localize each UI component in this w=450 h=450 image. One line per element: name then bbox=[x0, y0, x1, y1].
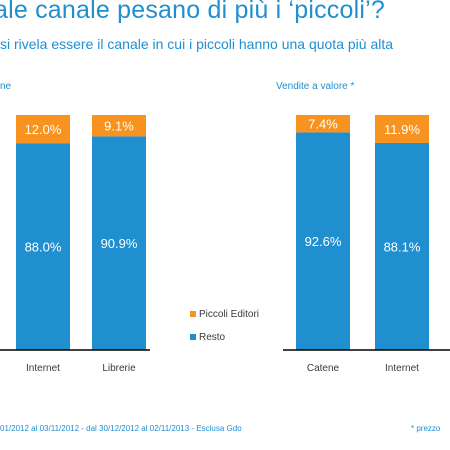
left-bar-internet-resto bbox=[16, 143, 70, 350]
left-panel-bars: 88.0% 12.0% Internet 90.9% 9.1% Librerie bbox=[16, 115, 146, 374]
left-data-label-internet-piccoli-editori: 12.0% bbox=[25, 122, 62, 137]
footnote-price: * prezzo bbox=[411, 424, 441, 433]
right-panel-label: Vendite a valore * bbox=[276, 81, 355, 92]
left-bar-librerie-piccoli-editori bbox=[92, 115, 146, 137]
page-subtitle: si rivela essere il canale in cui i picc… bbox=[0, 36, 394, 52]
right-data-label-internet-piccoli-editori: 11.9% bbox=[384, 122, 420, 137]
right-bar-internet-resto bbox=[375, 142, 429, 350]
right-bar-catene-piccoli-editori bbox=[296, 115, 350, 133]
left-bar-librerie-resto bbox=[92, 136, 146, 350]
right-panel-bars: 92.6% 7.4% Catene 88.1% 11.9% Internet bbox=[296, 115, 429, 374]
right-bar-catene-resto bbox=[296, 132, 350, 350]
left-data-label-internet-resto: 88.0% bbox=[25, 240, 62, 255]
left-panel-label: ne bbox=[0, 81, 12, 92]
left-data-label-librerie-piccoli-editori: 9.1% bbox=[104, 119, 134, 134]
legend-swatch-resto bbox=[190, 334, 196, 340]
right-category-label-catene: Catene bbox=[307, 363, 340, 374]
right-data-label-internet-resto: 88.1% bbox=[384, 239, 421, 254]
legend-label-piccoli-editori: Piccoli Editori bbox=[199, 309, 259, 320]
left-data-label-librerie-resto: 90.9% bbox=[101, 236, 138, 251]
left-category-label-librerie: Librerie bbox=[102, 363, 136, 374]
left-category-label-internet: Internet bbox=[26, 363, 60, 374]
legend-label-resto: Resto bbox=[199, 332, 226, 343]
left-bar-internet-piccoli-editori bbox=[16, 115, 70, 144]
legend-swatch-piccoli-editori bbox=[190, 311, 196, 317]
right-data-label-catene-piccoli-editori: 7.4% bbox=[308, 117, 338, 132]
legend: Piccoli Editori Resto bbox=[190, 309, 259, 343]
page-title: ale canale pesano di più i ‘piccoli’? bbox=[0, 0, 385, 24]
right-category-label-internet: Internet bbox=[385, 363, 419, 374]
footnote-source: 01/2012 al 03/11/2012 - dal 30/12/2012 a… bbox=[0, 424, 242, 433]
right-data-label-catene-resto: 92.6% bbox=[305, 234, 342, 249]
right-bar-internet-piccoli-editori bbox=[375, 115, 429, 143]
